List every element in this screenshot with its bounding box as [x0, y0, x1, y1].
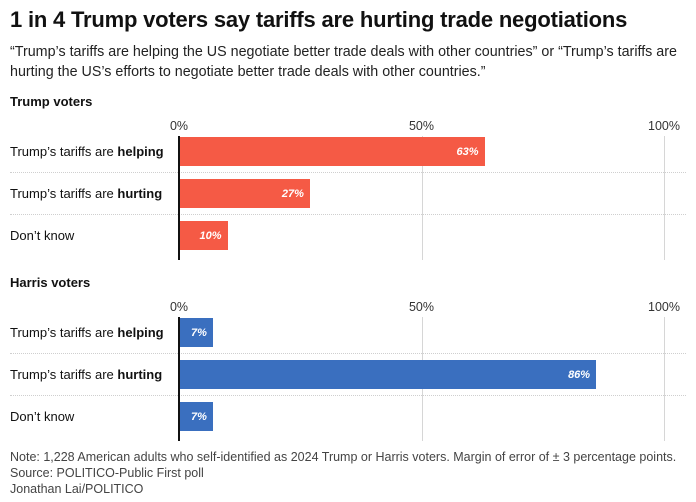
- tick-label: 50%: [408, 119, 435, 133]
- footer-credit: Jonathan Lai/POLITICO: [10, 482, 144, 496]
- category-label: Trump’s tariffs are hurting: [10, 186, 162, 202]
- bar: [179, 221, 228, 250]
- category-label: Trump’s tariffs are helping: [10, 325, 164, 341]
- bar: [179, 318, 213, 347]
- chart-subtitle: “Trump’s tariffs are helping the US nego…: [10, 44, 677, 80]
- bar-value-label: 7%: [191, 326, 207, 339]
- bar-value-label: 86%: [568, 368, 591, 381]
- tick-label: 100%: [648, 119, 680, 133]
- category-label-emphasis: hurting: [117, 367, 163, 382]
- category-label-emphasis: hurting: [117, 186, 163, 201]
- x-axis-baseline: [178, 317, 180, 441]
- bar-value-label: 63%: [456, 145, 479, 158]
- tick-label: 50%: [408, 300, 435, 314]
- bar: [179, 137, 485, 166]
- category-label-emphasis: helping: [117, 144, 164, 159]
- footer-note: Note: 1,228 American adults who self-ide…: [10, 450, 677, 464]
- category-label-text: Don’t know: [10, 228, 75, 243]
- row-separator: [10, 395, 686, 396]
- tick-label: 0%: [169, 300, 189, 314]
- category-label-text: Trump’s tariffs are: [10, 367, 118, 382]
- gridline: [664, 136, 665, 260]
- x-axis-baseline: [178, 136, 180, 260]
- row-separator: [10, 172, 686, 173]
- bar-value-label: 10%: [199, 229, 222, 242]
- category-label-text: Trump’s tariffs are: [10, 144, 118, 159]
- tick-label: 0%: [169, 119, 189, 133]
- footer-source: Source: POLITICO-Public First poll: [10, 466, 204, 480]
- category-label: Trump’s tariffs are helping: [10, 144, 164, 160]
- bar-value-label: 27%: [281, 187, 304, 200]
- category-label: Don’t know: [10, 409, 74, 425]
- category-label: Don’t know: [10, 228, 74, 244]
- category-label-text: Trump’s tariffs are: [10, 325, 118, 340]
- bar: [179, 360, 597, 389]
- row-separator: [10, 214, 686, 215]
- gridline: [421, 136, 423, 260]
- section-title-harris: Harris voters: [10, 275, 91, 290]
- category-label-text: Trump’s tariffs are: [10, 186, 118, 201]
- tick-label: 100%: [648, 300, 680, 314]
- row-separator: [10, 353, 686, 354]
- category-label-emphasis: helping: [117, 325, 164, 340]
- bar: [179, 179, 310, 208]
- category-label-text: Don’t know: [10, 409, 75, 424]
- bar: [179, 402, 213, 431]
- gridline: [664, 317, 665, 441]
- chart-title: 1 in 4 Trump voters say tariffs are hurt…: [10, 7, 628, 32]
- category-label: Trump’s tariffs are hurting: [10, 367, 162, 383]
- bar-value-label: 7%: [191, 410, 207, 423]
- section-title-trump: Trump voters: [10, 94, 93, 109]
